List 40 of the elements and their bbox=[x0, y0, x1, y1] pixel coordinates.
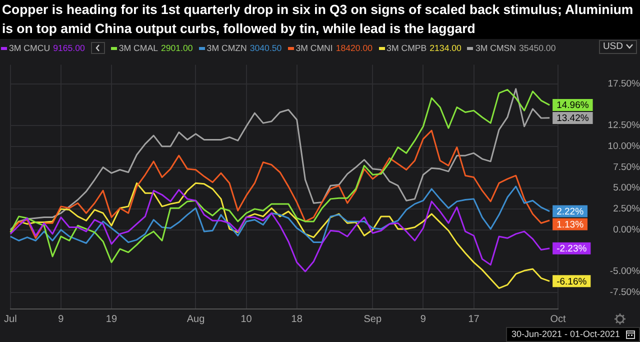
text: 18420.00 bbox=[336, 42, 373, 52]
y-tick-label: 0.00% bbox=[613, 224, 640, 236]
y-tick-label: 2.50% bbox=[613, 204, 640, 215]
legend-label: 3M CMPB bbox=[386, 42, 427, 52]
x-tick-label: 9 bbox=[420, 314, 426, 325]
text: 2901.00 bbox=[160, 42, 193, 52]
y-tick-label: 7.50% bbox=[613, 162, 640, 173]
y-tick-label: 17.50% bbox=[608, 78, 640, 90]
x-tick-label: Oct bbox=[550, 314, 566, 325]
text: 3040.50 bbox=[250, 42, 282, 52]
x-tick-label: Sep bbox=[364, 314, 382, 325]
x-tick-label: 10 bbox=[240, 314, 252, 325]
text: 9165.00 bbox=[53, 42, 85, 52]
y-tick-label: 5.00% bbox=[613, 182, 640, 194]
y-tick-label: 12.50% bbox=[608, 120, 640, 132]
data-label: -2.23% bbox=[556, 244, 588, 255]
text: USD bbox=[602, 41, 623, 52]
data-label: -6.16% bbox=[556, 276, 588, 288]
x-tick-label: Aug bbox=[186, 314, 205, 325]
legend-label: 3M CMNI bbox=[296, 42, 333, 52]
data-label: 1.13% bbox=[556, 219, 584, 230]
x-tick-label: 9 bbox=[58, 314, 64, 325]
x-tick-label: 17 bbox=[468, 314, 480, 325]
y-tick-label: -5.00% bbox=[610, 266, 640, 278]
legend-label: 3M CMCU bbox=[9, 42, 50, 52]
text: 35450.00 bbox=[519, 42, 556, 52]
y-tick-label: 10.00% bbox=[608, 141, 640, 152]
legend-label: 3M CMZN bbox=[206, 42, 247, 52]
text: 2134.00 bbox=[430, 42, 462, 52]
data-label: 2.22% bbox=[556, 206, 584, 218]
chart-title: Copper is heading for its 1st quarterly drop in six in Q3 on signs of scaled back stimulus; Aluminium is on top amid China output curbs, followed by tin, while lead is the laggard bbox=[0, 0, 640, 39]
legend-label: 3M CMSN bbox=[475, 42, 516, 52]
legend-label: 3M CMAL bbox=[118, 42, 158, 52]
x-tick-label: Jul bbox=[4, 314, 17, 325]
data-label: 14.96% bbox=[556, 100, 590, 112]
text: 30-Jun-2021 - 01-Oct-2021 bbox=[511, 328, 620, 341]
x-tick-label: 18 bbox=[291, 314, 303, 325]
x-tick-label: 19 bbox=[106, 314, 118, 325]
y-tick-label: -7.50% bbox=[610, 286, 640, 298]
data-label: 13.42% bbox=[556, 113, 590, 124]
